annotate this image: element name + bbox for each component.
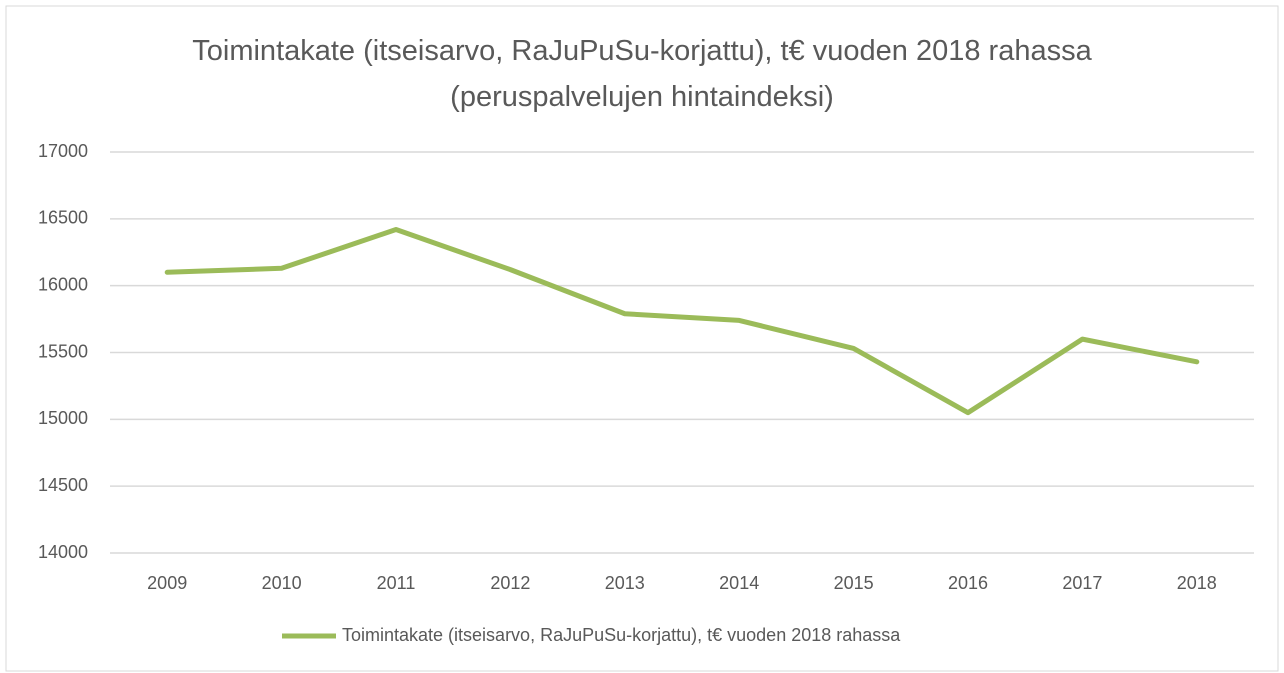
x-tick-label: 2011: [377, 573, 416, 593]
x-tick-label: 2013: [605, 573, 645, 593]
x-tick-label: 2014: [719, 573, 759, 593]
legend-label: Toimintakate (itseisarvo, RaJuPuSu-korja…: [342, 625, 901, 645]
y-tick-label: 17000: [38, 141, 88, 161]
y-tick-label: 14500: [38, 475, 88, 495]
x-tick-label: 2017: [1062, 573, 1102, 593]
y-tick-label: 16500: [38, 208, 88, 228]
y-tick-label: 15500: [38, 341, 88, 361]
data-line: [164, 227, 1200, 416]
y-tick-label: 16000: [38, 274, 88, 294]
chart-title: Toimintakate (itseisarvo, RaJuPuSu-korja…: [192, 35, 1092, 113]
y-tick-label: 15000: [38, 408, 88, 428]
x-tick-label: 2009: [147, 573, 187, 593]
x-tick-label: 2018: [1177, 573, 1217, 593]
x-tick-label: 2016: [948, 573, 988, 593]
x-tick-label: 2015: [834, 573, 874, 593]
y-tick-label: 14000: [38, 542, 88, 562]
x-tick-label: 2012: [490, 573, 530, 593]
chart-border: [5, 5, 1279, 672]
x-tick-label: 2010: [262, 573, 302, 593]
